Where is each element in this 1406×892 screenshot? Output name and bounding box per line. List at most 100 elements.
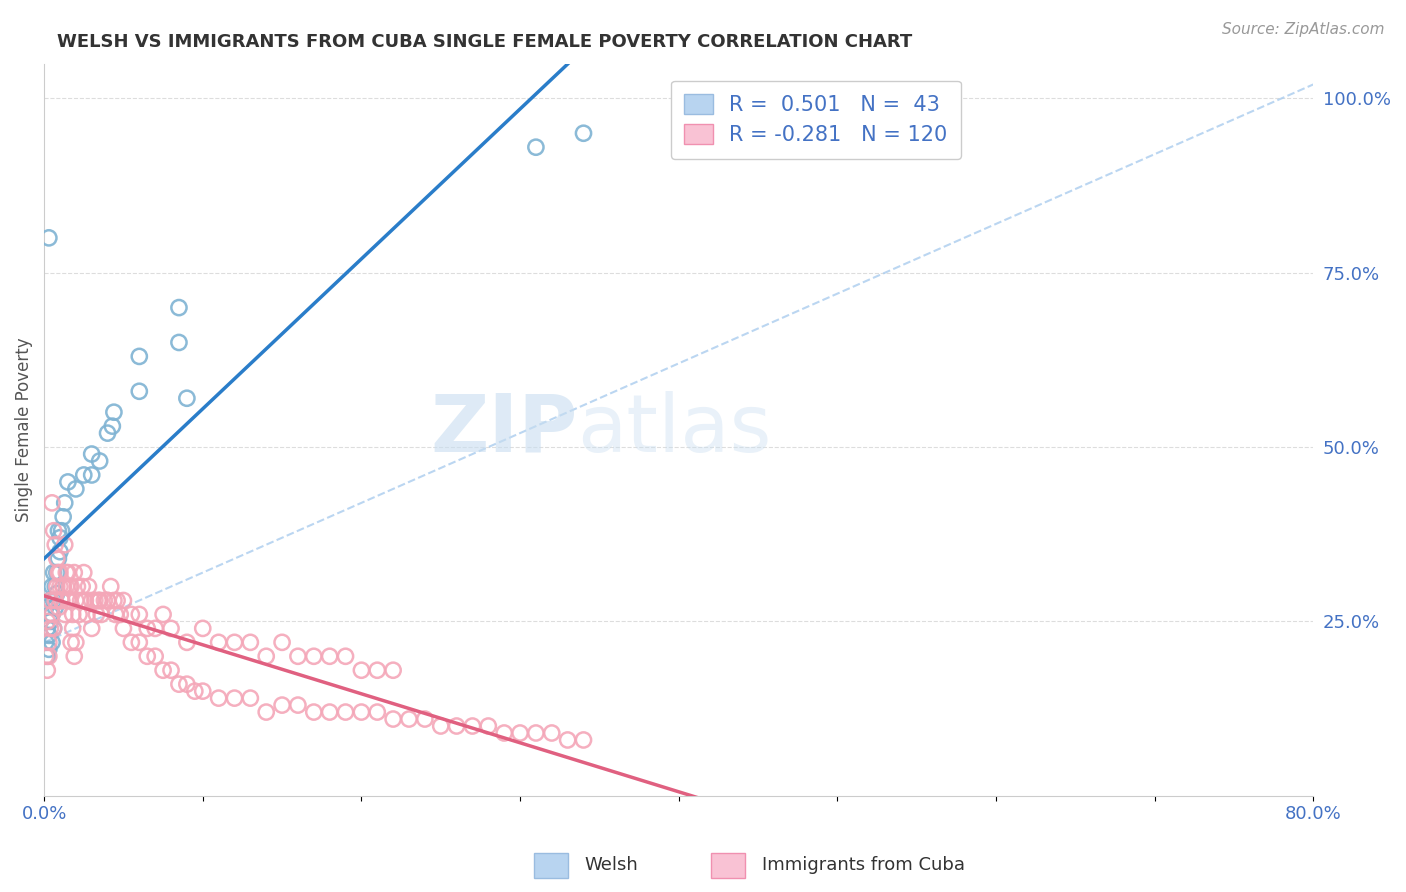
Point	[48, 524, 70, 538]
Point	[100, 580, 122, 594]
Point	[128, 607, 150, 622]
Point	[73, 593, 96, 607]
Point	[77, 580, 100, 594]
Point	[184, 684, 207, 698]
Point	[51, 593, 73, 607]
Point	[89, 454, 111, 468]
Point	[191, 621, 214, 635]
Point	[35, 649, 58, 664]
Point	[176, 635, 198, 649]
Point	[461, 719, 484, 733]
Point	[62, 621, 84, 635]
Point	[76, 607, 98, 622]
Point	[302, 649, 325, 664]
Point	[42, 566, 65, 580]
Point	[446, 719, 468, 733]
Point	[160, 663, 183, 677]
Point	[66, 580, 89, 594]
Point	[70, 580, 93, 594]
Point	[73, 467, 96, 482]
Point	[97, 593, 120, 607]
Point	[37, 615, 59, 629]
Point	[56, 566, 79, 580]
Point	[366, 705, 388, 719]
Point	[90, 607, 112, 622]
Point	[87, 593, 110, 607]
Point	[93, 593, 115, 607]
Point	[143, 621, 166, 635]
Point	[42, 621, 65, 635]
Point	[207, 635, 229, 649]
Point	[49, 531, 72, 545]
Point	[37, 621, 59, 635]
Point	[53, 607, 76, 622]
Point	[254, 705, 277, 719]
Point	[45, 586, 67, 600]
Point	[55, 580, 77, 594]
Point	[42, 524, 65, 538]
Point	[103, 593, 125, 607]
Point	[41, 496, 63, 510]
Point	[350, 705, 373, 719]
Point	[80, 621, 103, 635]
Point	[45, 551, 67, 566]
Point	[39, 615, 62, 629]
Point	[524, 726, 547, 740]
Point	[207, 691, 229, 706]
Point	[191, 684, 214, 698]
Point	[136, 649, 159, 664]
Point	[44, 593, 66, 607]
Point	[48, 551, 70, 566]
Point	[143, 649, 166, 664]
Point	[44, 580, 66, 594]
Point	[167, 335, 190, 350]
Point	[49, 580, 72, 594]
Point	[540, 726, 562, 740]
Point	[477, 719, 499, 733]
Point	[128, 384, 150, 399]
Point	[56, 593, 79, 607]
Point	[35, 635, 58, 649]
Point	[509, 726, 531, 740]
Point	[48, 566, 70, 580]
Point	[239, 635, 262, 649]
Point	[58, 593, 80, 607]
Point	[112, 593, 135, 607]
Point	[65, 635, 87, 649]
Point	[318, 705, 340, 719]
Point	[271, 698, 294, 712]
Point	[41, 635, 63, 649]
Point	[176, 677, 198, 691]
Point	[80, 467, 103, 482]
Text: Immigrants from Cuba: Immigrants from Cuba	[762, 856, 965, 874]
Point	[35, 600, 58, 615]
Point	[63, 649, 86, 664]
Point	[38, 649, 60, 664]
Point	[49, 566, 72, 580]
Point	[42, 593, 65, 607]
Point	[80, 447, 103, 461]
Point	[524, 140, 547, 154]
Point	[318, 649, 340, 664]
Point	[39, 607, 62, 622]
Point	[97, 426, 120, 441]
Point	[120, 635, 142, 649]
Legend: R =  0.501   N =  43, R = -0.281   N = 120: R = 0.501 N = 43, R = -0.281 N = 120	[671, 80, 960, 159]
Point	[65, 482, 87, 496]
Point	[176, 391, 198, 405]
Point	[103, 405, 125, 419]
Point	[557, 733, 579, 747]
Point	[136, 621, 159, 635]
Point	[45, 566, 67, 580]
Point	[350, 663, 373, 677]
Point	[104, 607, 127, 622]
Point	[382, 663, 405, 677]
Point	[110, 607, 132, 622]
Point	[287, 698, 309, 712]
Point	[128, 350, 150, 364]
Point	[335, 705, 357, 719]
Point	[41, 607, 63, 622]
Point	[38, 635, 60, 649]
Point	[112, 621, 135, 635]
Point	[167, 301, 190, 315]
